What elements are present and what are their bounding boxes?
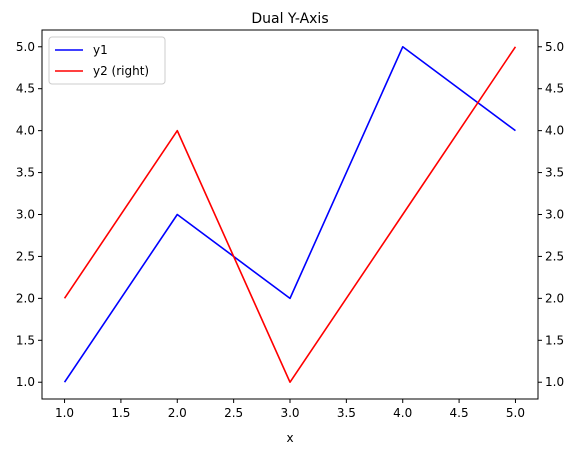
x-tick-label: 3.5: [337, 406, 356, 420]
y-right-tick-label: 1.5: [545, 333, 564, 347]
legend-label: y2 (right): [93, 64, 149, 78]
legend-box: [48, 36, 166, 85]
x-tick-label: 5.0: [506, 406, 525, 420]
x-tick-label: 3.0: [280, 406, 299, 420]
y-left-tick-label: 1.0: [16, 375, 35, 389]
x-tick-label: 2.0: [168, 406, 187, 420]
x-axis: 1.0 1.5 2.0 2.5 3.0 3.5 4.0 4.5 5.0: [55, 399, 525, 420]
x-tick-label: 4.5: [450, 406, 469, 420]
legend: y1 y2 (right): [48, 36, 166, 85]
x-tick-label: 2.5: [224, 406, 243, 420]
y-right-tick-label: 1.0: [545, 375, 564, 389]
y-right-tick-label: 4.5: [545, 82, 564, 96]
y-left-tick-label: 1.5: [16, 333, 35, 347]
x-tick-label: 1.5: [111, 406, 130, 420]
series-line-y2: [63, 46, 517, 384]
y-right-tick-label: 4.0: [545, 124, 564, 138]
y-axis-right: 1.0 1.5 2.0 2.5 3.0 3.5 4.0 4.5 5.0: [538, 40, 564, 389]
y-right-tick-label: 3.5: [545, 166, 564, 180]
plot-area: [63, 45, 517, 384]
y-right-tick-label: 3.0: [545, 208, 564, 222]
series-line-y1: [63, 45, 516, 383]
x-tick-label: 1.0: [55, 406, 74, 420]
legend-label: y1: [93, 43, 108, 57]
y-left-tick-label: 4.0: [16, 124, 35, 138]
y-right-tick-label: 2.0: [545, 291, 564, 305]
y-left-tick-label: 2.0: [16, 291, 35, 305]
y-left-tick-label: 5.0: [16, 40, 35, 54]
x-tick-label: 4.0: [393, 406, 412, 420]
chart-title: Dual Y-Axis: [251, 11, 328, 27]
y-right-tick-label: 5.0: [545, 40, 564, 54]
y-axis-left: 1.0 1.5 2.0 2.5 3.0 3.5 4.0 4.5 5.0: [16, 40, 42, 389]
y-left-tick-label: 3.0: [16, 208, 35, 222]
y-right-tick-label: 2.5: [545, 249, 564, 263]
y-left-tick-label: 4.5: [16, 82, 35, 96]
y-left-tick-label: 2.5: [16, 249, 35, 263]
y-left-tick-label: 3.5: [16, 166, 35, 180]
x-axis-label: x: [286, 431, 293, 445]
